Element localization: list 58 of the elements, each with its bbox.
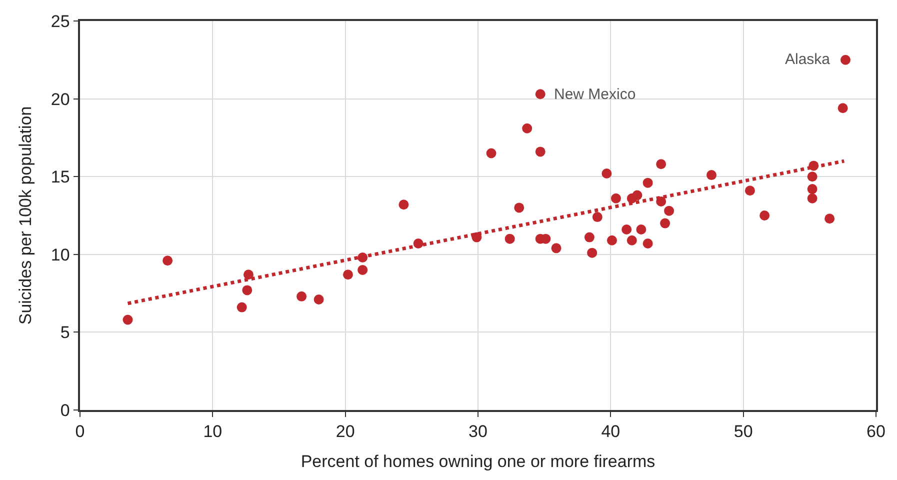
x-tick-label: 50 [734,422,753,442]
y-tick-label: 5 [60,323,70,342]
y-tick-label: 25 [50,12,70,31]
point [504,234,515,244]
y-tick-label: 15 [50,168,70,187]
point [807,172,818,182]
y-axis-title: Suicides per 100k population [16,106,35,325]
point [592,212,602,222]
point [664,206,674,216]
point [535,146,546,157]
point [656,159,666,170]
point [642,178,653,188]
point [760,210,770,220]
point [626,235,637,246]
point [824,214,835,224]
point [807,193,818,204]
point [636,224,646,234]
point [610,193,621,204]
point [296,291,307,302]
x-tick-label: 10 [203,422,222,442]
x-tick-label: 60 [866,422,886,442]
annotation: Alaska [785,51,831,68]
y-tick-label: 20 [50,90,70,109]
x-axis-title: Percent of homes owning one or more firearms [300,452,656,472]
point [398,200,409,210]
x-tick-label: 40 [601,422,620,442]
point [342,270,353,280]
point [358,264,368,275]
x-tick-label: 20 [336,422,355,442]
x-tick-label: 30 [468,422,488,442]
point [606,235,617,246]
y-tick-label: 0 [60,400,70,420]
point [243,270,254,280]
point [642,238,653,249]
annotation: New Mexico [554,86,636,103]
y-tick-label: 10 [50,245,70,264]
point [632,190,642,200]
point [236,302,247,312]
point [706,170,716,180]
point [838,103,848,114]
point [514,202,524,213]
point [486,148,496,158]
point [314,294,324,305]
point [587,248,598,258]
point [535,89,546,100]
point [744,186,755,196]
point [807,184,818,194]
point [622,224,632,234]
point [584,232,594,242]
x-tick-label: 0 [75,422,85,442]
point [122,314,133,325]
point [602,168,612,178]
point [522,123,532,134]
point [242,285,252,296]
point [551,243,562,254]
point [162,256,173,266]
point [840,54,850,65]
point [660,218,670,228]
